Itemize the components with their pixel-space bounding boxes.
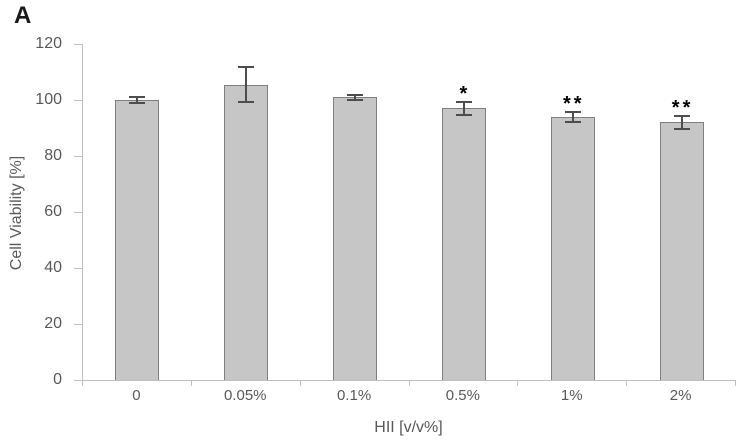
y-tick-label: 100 [35,91,62,108]
error-cap [129,102,146,105]
error-cap [238,65,255,68]
y-tick-label: 60 [44,203,62,220]
bar [333,97,378,380]
y-tick-mark [74,44,82,45]
error-cap [673,128,690,131]
x-tick-mark [82,381,83,386]
error-bar [136,96,139,104]
error-bar [354,94,357,100]
error-bar [245,66,248,103]
x-tick-mark [300,381,301,386]
error-cap [455,114,472,117]
error-cap [564,110,581,113]
bar [224,84,269,380]
error-cap [238,101,255,104]
bar [441,108,486,380]
bar [550,116,595,380]
x-tick-label: 0.5% [445,387,480,404]
x-tick-label: 0 [132,387,141,404]
significance-marker: ** [671,96,694,119]
x-axis-title: HII [v/v%] [374,419,443,436]
bar [115,100,160,380]
error-cap [564,120,581,123]
y-tick-label: 40 [44,259,62,276]
y-tick-mark [74,324,82,325]
significance-marker: ** [562,92,585,115]
x-tick-mark [409,381,410,386]
error-bar [462,101,465,116]
error-bar [571,111,574,122]
x-tick-label: 2% [669,387,692,404]
y-tick-mark [74,212,82,213]
x-tick-mark [517,381,518,386]
significance-marker: * [459,82,471,105]
y-tick-mark [74,380,82,381]
plot-area: * ** ** [82,44,736,381]
error-cap [673,114,690,117]
y-tick-mark [74,100,82,101]
y-tick-label: 80 [44,147,62,164]
panel-label: A [14,2,32,29]
error-cap [347,93,364,96]
x-tick-label: 0.1% [336,387,372,404]
x-tick-mark [735,381,736,386]
bar [659,122,704,380]
y-tick-mark [74,268,82,269]
y-tick-mark [74,156,82,157]
x-tick-label: 0.05% [223,387,267,404]
y-tick-label: 0 [53,371,62,388]
error-cap [129,95,146,98]
x-tick-mark [626,381,627,386]
y-tick-label: 20 [44,315,62,332]
error-cap [455,100,472,103]
error-cap [347,98,364,101]
y-tick-label: 120 [35,35,62,52]
error-bar [680,115,683,130]
x-tick-label: 1% [560,387,583,404]
x-tick-mark [191,381,192,386]
